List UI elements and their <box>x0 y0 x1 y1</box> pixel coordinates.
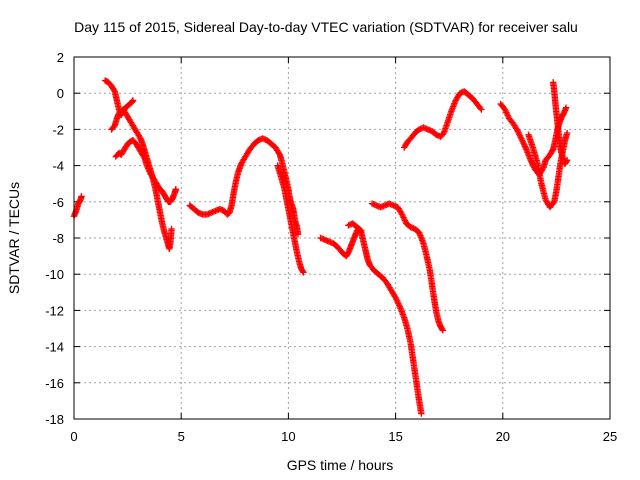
data-point <box>300 269 307 276</box>
y-tick-label: -2 <box>52 122 64 137</box>
x-tick-label: 10 <box>281 429 295 444</box>
data-point <box>563 156 571 164</box>
y-tick-label: -8 <box>52 231 64 246</box>
series-seg8 <box>345 220 365 234</box>
data-point <box>418 410 425 417</box>
series-seg13 <box>549 79 571 167</box>
series-seg7 <box>317 225 425 417</box>
y-tick-label: -18 <box>45 412 64 427</box>
y-tick-label: -6 <box>52 195 64 210</box>
data-point <box>275 150 283 157</box>
data-point <box>478 106 485 113</box>
data-point <box>172 185 180 193</box>
y-tick-label: 2 <box>57 50 64 65</box>
data-point <box>439 327 446 334</box>
series-seg5 <box>186 135 302 238</box>
x-tick-label: 20 <box>496 429 510 444</box>
x-axis-label: GPS time / hours <box>287 457 394 473</box>
data-point <box>562 104 570 111</box>
x-tick-label: 0 <box>70 429 77 444</box>
y-tick-label: -4 <box>52 159 64 174</box>
data-point <box>477 104 484 112</box>
x-tick-label: 5 <box>178 429 185 444</box>
data-point <box>563 158 570 165</box>
data-point <box>358 227 365 234</box>
series-seg3 <box>108 106 175 253</box>
data-point <box>136 133 143 141</box>
series-seg4 <box>112 137 180 205</box>
data-point <box>140 153 148 161</box>
plot-frame <box>73 56 611 420</box>
series-seg12 <box>525 129 571 211</box>
series-seg1 <box>70 193 85 220</box>
y-tick-label: -16 <box>45 376 64 391</box>
y-tick-label: 0 <box>57 86 64 101</box>
y-tick-label: -12 <box>45 303 64 318</box>
data-point <box>110 86 118 94</box>
data-point <box>563 129 571 137</box>
data-point <box>129 97 137 104</box>
data-point <box>78 193 85 200</box>
x-tick-label: 25 <box>603 429 617 444</box>
series-seg9 <box>368 200 446 334</box>
y-tick-label: -14 <box>45 340 64 355</box>
y-axis-label: SDTVAR / TECUs <box>6 182 22 294</box>
data-point <box>299 267 306 275</box>
chart-title: Day 115 of 2015, Sidereal Day-to-day VTE… <box>74 19 578 35</box>
x-tick-label: 15 <box>388 429 402 444</box>
data-points <box>70 77 571 417</box>
data-point <box>168 225 175 233</box>
data-point <box>549 199 557 207</box>
data-point <box>438 325 446 333</box>
data-point <box>549 147 556 154</box>
series-seg10 <box>400 88 485 151</box>
grid <box>74 57 610 419</box>
y-tick-label: -10 <box>45 267 64 282</box>
data-point <box>357 226 364 234</box>
series-seg6 <box>274 162 307 276</box>
